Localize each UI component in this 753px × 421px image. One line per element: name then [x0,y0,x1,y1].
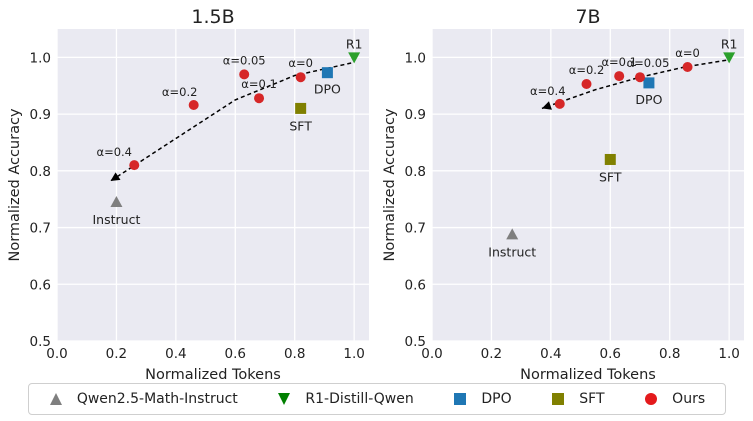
x-tick-label: 0.6 [225,346,246,362]
data-label: SFT [289,118,312,133]
y-axis-label: Normalized Accuracy [7,108,23,261]
data-label: α=0.2 [162,85,198,99]
data-point-ours [188,100,199,111]
data-point-square [321,67,333,79]
trend-line [110,62,352,182]
x-tick-label: 0.4 [540,346,561,362]
x-tick-label: 0.0 [421,346,442,362]
legend-label-sft: SFT [579,391,605,407]
x-tick-label: 0.4 [165,346,186,362]
data-label: R1 [346,36,363,51]
data-point-ours [295,72,306,83]
legend-label-instruct: Qwen2.5-Math-Instruct [76,391,238,407]
triangle-down-icon [278,393,291,405]
legend-item-ours: Ours [644,391,705,407]
data-label: SFT [599,169,622,184]
square-icon [552,393,565,405]
legend-label-ours: Ours [672,391,706,407]
x-tick-label: 0.2 [481,346,502,362]
y-tick-label: 0.8 [30,164,51,180]
x-axis-label: Normalized Tokens [145,367,281,383]
data-label: Instruct [488,244,536,259]
trend-arrowhead [541,101,552,110]
legend-item-instruct: Qwen2.5-Math-Instruct [49,391,238,407]
chart-panel-0: 0.0 0.2 0.4 0.6 0.8 1.0 0.5 0.6 0.7 0.8 0.9 1.0 1.5B… [7,6,369,383]
plot-area [57,29,369,341]
legend: Qwen2.5-Math-Instruct R1-Distill-Qwen DP… [28,383,726,415]
data-label: α=0 [288,56,313,70]
data-point-square [604,153,616,165]
circle-icon [645,393,658,405]
data-point-r1 [723,52,736,64]
data-label: R1 [721,36,738,51]
x-tick-label: 0.2 [106,346,127,362]
data-point-ours [129,160,140,171]
x-tick-label: 1.0 [718,346,739,362]
data-point-r1 [348,52,361,64]
chart-title: 7B [575,6,600,28]
data-label: α=0.1 [241,77,277,91]
data-point-instruct [506,228,519,240]
data-point-square [295,102,307,114]
x-axis-label: Normalized Tokens [520,367,656,383]
data-point-ours [254,93,265,104]
x-tick-label: 1.0 [343,346,364,362]
chart-title: 1.5B [191,6,234,28]
y-axis-label: Normalized Accuracy [382,108,398,261]
data-label: Instruct [92,212,140,227]
triangle-up-icon [49,393,62,405]
y-tick-label: 1.0 [405,50,426,66]
data-point-instruct [110,196,123,208]
data-label: α=0.4 [96,145,132,159]
square-icon [454,393,467,405]
y-tick-label: 0.5 [405,334,426,350]
data-point-ours [581,79,592,90]
legend-item-dpo: DPO [453,391,512,407]
y-tick-label: 1.0 [30,50,51,66]
data-point-square [643,77,655,89]
y-tick-label: 0.9 [30,107,51,123]
data-point-ours [635,72,645,83]
y-tick-label: 0.5 [30,334,51,350]
data-label: α=0.05 [223,53,266,67]
data-label: α=0.05 [627,56,670,70]
data-point-ours [239,69,250,80]
legend-label-r1: R1-Distill-Qwen [305,391,414,407]
data-label: DPO [635,92,662,107]
data-point-ours [554,98,565,109]
chart-panel-1: 0.0 0.2 0.4 0.6 0.8 1.0 0.5 0.6 0.7 0.8 0.9 1.0 7B No… [382,6,744,383]
y-tick-label: 0.6 [405,277,426,293]
x-tick-label: 0.8 [284,346,305,362]
legend-item-r1: R1-Distill-Qwen [277,391,414,407]
data-label: α=0.2 [569,63,605,77]
x-tick-label: 0.6 [600,346,621,362]
data-label: DPO [314,82,341,97]
data-label: α=0.1 [601,55,637,69]
x-tick-label: 0.8 [659,346,680,362]
y-tick-label: 0.9 [405,107,426,123]
legend-item-sft: SFT [551,391,605,407]
data-label: α=0.4 [530,84,566,98]
x-tick-label: 0.0 [46,346,67,362]
data-point-ours [614,71,625,82]
data-point-ours [682,62,693,73]
trend-arrowhead [110,172,121,182]
y-tick-label: 0.8 [405,164,426,180]
data-label: α=0 [675,46,700,60]
y-tick-label: 0.7 [405,221,426,237]
y-tick-label: 0.7 [30,221,51,237]
legend-label-dpo: DPO [481,391,512,407]
y-tick-label: 0.6 [30,277,51,293]
